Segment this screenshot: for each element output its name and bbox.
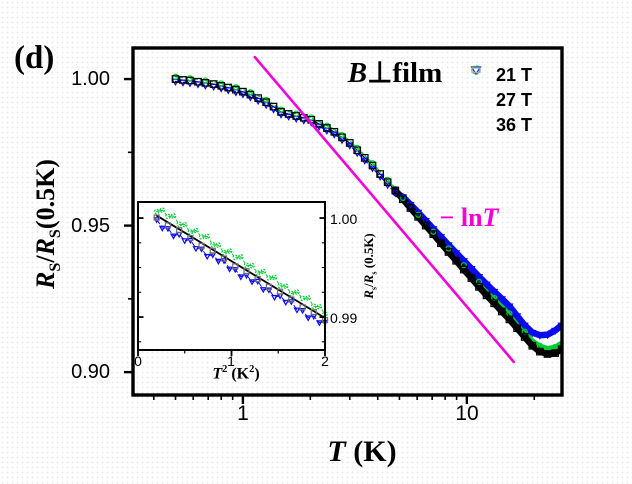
legend: 21 T 27 T 36 T <box>468 63 532 138</box>
title-b: B <box>347 57 368 89</box>
square-icon <box>468 67 486 133</box>
legend-label: 36 T <box>496 115 533 135</box>
legend-label: 21 T <box>496 65 533 85</box>
inset-x-tick-0: 0 <box>134 353 142 369</box>
inset-x-tick-2: 2 <box>321 353 329 369</box>
legend-item-27T: 27 T <box>468 65 533 113</box>
inset-x-axis-title: T2 (K2) <box>212 364 260 383</box>
legend-label: 27 T <box>496 90 533 110</box>
title-film: film <box>392 57 443 89</box>
minus-lnT-annotation: − lnT <box>439 203 499 232</box>
legend-item-36T: 36 T <box>468 67 533 138</box>
x-tick-label-1: 1 <box>237 402 249 425</box>
triangle-down-icon <box>468 66 486 83</box>
circle-icon <box>468 65 486 108</box>
x-tick-label-10: 10 <box>455 402 479 425</box>
chart-title: B⊥film <box>320 55 470 90</box>
y-tick-label-0.90: 0.90 <box>71 361 110 383</box>
panel-label: (d) <box>14 40 55 76</box>
legend-item-21T: 21 T <box>468 63 532 88</box>
main-x-axis-title: T (K) <box>327 435 397 468</box>
inset-y-axis-title: Rs/Rs (0.5K) <box>361 233 379 299</box>
inset-x-tick-1: 1 <box>227 353 235 369</box>
y-tick-label-1.00: 1.00 <box>71 68 110 90</box>
perpendicular-symbol: ⊥ <box>367 57 393 89</box>
inset-y-tick-1.00: 1.00 <box>330 211 358 227</box>
y-tick-label-0.95: 0.95 <box>71 215 110 237</box>
inset-y-tick-0.99: 0.99 <box>330 310 358 326</box>
